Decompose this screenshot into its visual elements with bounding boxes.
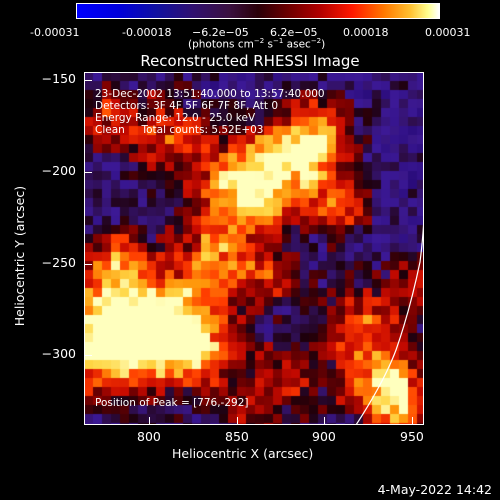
annotation-energy-range: Energy Range: 12.0 - 25.0 keV bbox=[95, 112, 256, 124]
colorbar-tick-3: −6.2e−05 bbox=[192, 26, 249, 39]
y-tick-mark-2 bbox=[84, 172, 92, 173]
colorbar-tick-6: 0.00031 bbox=[425, 26, 471, 39]
colorbar-units: (photons cm−2 s−1 asec−2) bbox=[188, 37, 326, 51]
annotation-detectors: Detectors: 3F 4F 5F 6F 7F 8F, Att 0 bbox=[95, 100, 279, 112]
x-tick-mark-4 bbox=[412, 417, 413, 425]
x-tick-mark-3 bbox=[324, 417, 325, 425]
x-tick-label-2: 850 bbox=[225, 429, 249, 444]
y-tick-label-2: −200 bbox=[41, 163, 76, 178]
y-tick-mark-4 bbox=[84, 355, 92, 356]
colorbar bbox=[76, 3, 440, 19]
y-axis-label: Heliocentric Y (arcsec) bbox=[11, 185, 27, 327]
x-axis-label: Heliocentric X (arcsec) bbox=[172, 446, 314, 461]
footer-timestamp: 4-May-2022 14:42 bbox=[377, 482, 492, 497]
colorbar-tick-5: 0.00018 bbox=[343, 26, 389, 39]
annotation-clean-counts: Clean Total counts: 5.52E+03 bbox=[95, 124, 264, 136]
colorbar-tick-2: -0.00018 bbox=[122, 26, 172, 39]
heatmap-canvas bbox=[84, 72, 424, 425]
x-tick-label-1: 800 bbox=[137, 429, 161, 444]
annotation-time-range: 23-Dec-2002 13:51:40.000 to 13:57:40.000 bbox=[95, 88, 325, 100]
peak-position-label: Position of Peak = [776,-292] bbox=[95, 397, 249, 409]
rhessi-image bbox=[84, 72, 424, 425]
y-tick-mark-3 bbox=[84, 264, 92, 265]
y-tick-label-1: −150 bbox=[41, 71, 76, 86]
x-tick-mark-2 bbox=[237, 417, 238, 425]
plot-frame bbox=[84, 72, 424, 425]
colorbar-tick-4: 6.2e−05 bbox=[270, 26, 318, 39]
x-tick-mark-1 bbox=[149, 417, 150, 425]
x-tick-label-4: 950 bbox=[400, 429, 424, 444]
x-tick-label-3: 900 bbox=[312, 429, 336, 444]
plot-title: Reconstructed RHESSI Image bbox=[140, 52, 360, 70]
y-tick-label-4: −300 bbox=[41, 346, 76, 361]
y-tick-label-3: −250 bbox=[41, 255, 76, 270]
y-tick-mark-1 bbox=[84, 80, 92, 81]
colorbar-tick-1: -0.00031 bbox=[30, 26, 80, 39]
